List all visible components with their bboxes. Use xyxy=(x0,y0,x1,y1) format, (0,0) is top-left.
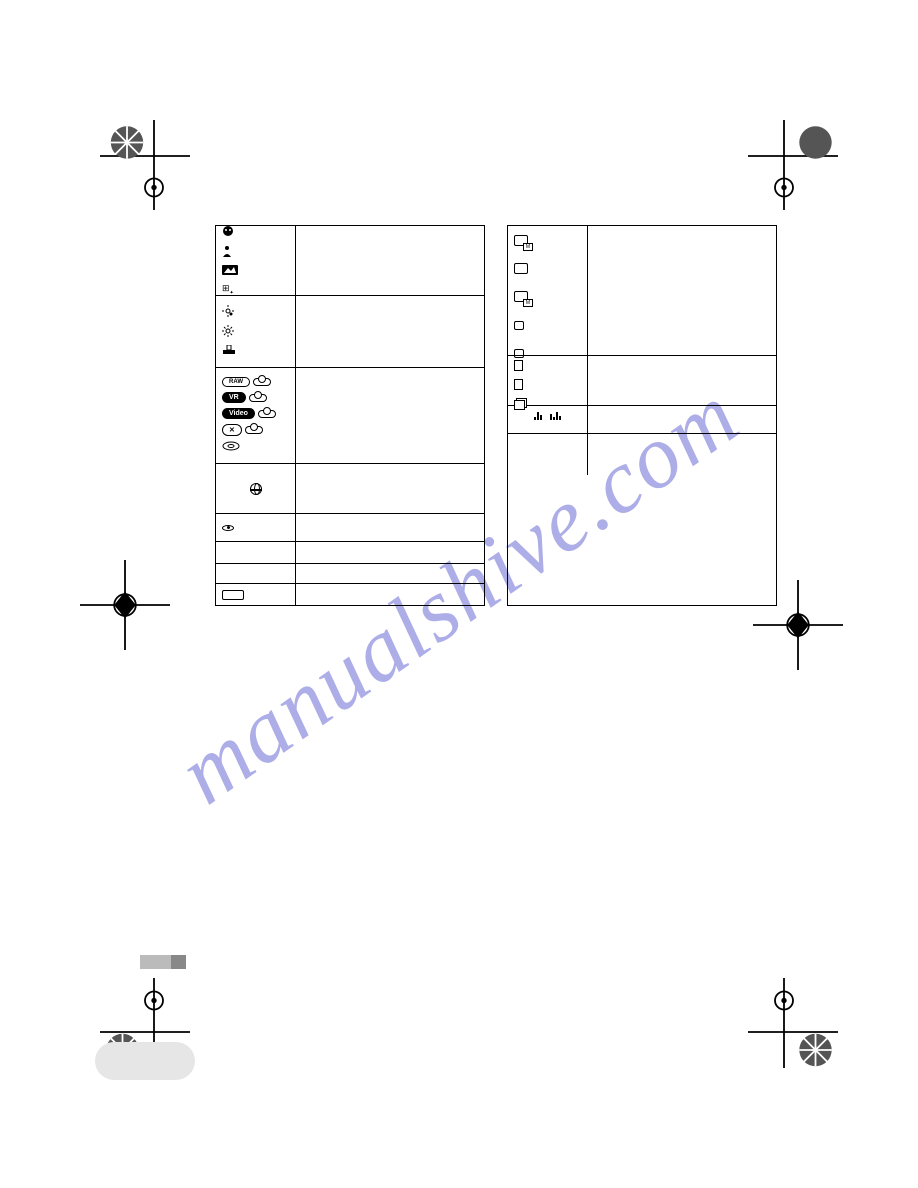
crop-mark-icon xyxy=(748,120,838,210)
desc-cell xyxy=(588,356,776,405)
box-icon xyxy=(514,261,528,279)
icon-cell xyxy=(216,542,296,563)
icon-cell: M M xyxy=(508,226,588,355)
table-row xyxy=(216,463,484,513)
lamp-icon xyxy=(222,345,236,358)
box-m-icon: M xyxy=(514,233,528,251)
face-icon xyxy=(222,225,234,240)
icon-cell xyxy=(508,406,588,433)
globe-icon xyxy=(250,483,262,495)
x-pill-icon: ✕ xyxy=(222,424,263,436)
crop-mark-icon xyxy=(100,120,190,210)
table-row xyxy=(216,563,484,583)
table-row xyxy=(508,355,776,405)
bars-icon xyxy=(550,410,561,420)
desc-cell xyxy=(296,514,484,541)
table-row xyxy=(216,295,484,367)
desc-cell xyxy=(296,584,484,605)
table-row xyxy=(508,405,776,433)
icon-cell xyxy=(216,464,296,513)
desc-cell xyxy=(296,296,484,367)
raw-pill-icon: RAW xyxy=(222,377,271,387)
disc-icon xyxy=(222,441,240,454)
doc-icon xyxy=(514,379,523,393)
desc-cell xyxy=(296,368,484,463)
split-icon: ⊞✦ xyxy=(222,283,234,296)
tables-container: ⊞✦ RAW VR Video ✕ xyxy=(215,225,777,606)
desc-cell xyxy=(296,226,484,295)
table-row: RAW VR Video ✕ xyxy=(216,367,484,463)
icon-cell xyxy=(508,434,588,475)
vr-pill-icon: VR xyxy=(222,392,267,403)
icon-cell xyxy=(216,296,296,367)
mountain-icon xyxy=(222,265,238,278)
desc-cell xyxy=(588,226,776,355)
person-icon xyxy=(222,245,232,260)
doc-icon xyxy=(514,360,523,374)
right-table: M M xyxy=(507,225,777,606)
table-row: ⊞✦ xyxy=(216,225,484,295)
icon-cell xyxy=(216,584,296,605)
icon-cell xyxy=(216,564,296,583)
table-row xyxy=(216,513,484,541)
table-row xyxy=(508,433,776,475)
eye-icon xyxy=(222,525,234,531)
footer-bar xyxy=(140,955,186,969)
icon-cell: ⊞✦ xyxy=(216,226,296,295)
desc-cell xyxy=(296,542,484,563)
desc-cell xyxy=(588,406,776,433)
desc-cell xyxy=(296,464,484,513)
bars-icon xyxy=(534,410,542,420)
desc-cell xyxy=(588,434,776,475)
icon-cell: RAW VR Video ✕ xyxy=(216,368,296,463)
table-row xyxy=(216,583,484,605)
page-number-badge xyxy=(95,1042,195,1080)
video-pill-icon: Video xyxy=(222,408,276,419)
box-m-icon: M xyxy=(514,289,528,307)
box-icon xyxy=(514,317,524,335)
crop-mark-icon xyxy=(748,978,838,1068)
table-row xyxy=(216,541,484,563)
icon-cell xyxy=(508,356,588,405)
sun-icon xyxy=(222,325,234,340)
table-row: M M xyxy=(508,225,776,355)
desc-cell xyxy=(296,564,484,583)
left-table: ⊞✦ RAW VR Video ✕ xyxy=(215,225,485,606)
rect-outline-icon xyxy=(222,590,244,600)
stack-icon xyxy=(514,398,526,401)
icon-cell xyxy=(216,514,296,541)
crop-mark-icon xyxy=(80,560,170,650)
sun-dot-icon xyxy=(222,305,234,320)
